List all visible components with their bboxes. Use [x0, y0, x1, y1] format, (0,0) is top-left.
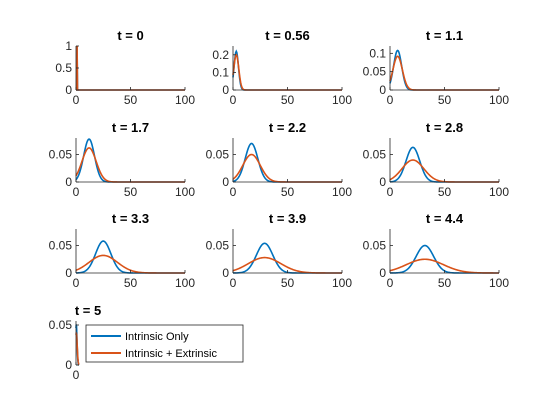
subplot-title: t = 5	[75, 303, 101, 318]
subplot-title: t = 1.1	[426, 28, 463, 43]
x-tick-label: 100	[175, 276, 195, 290]
x-tick-label: 0	[73, 185, 80, 199]
y-tick-label: 0	[222, 83, 229, 97]
subplot-9: t = 4.4 0 0.05 0 50 100	[363, 211, 510, 290]
x-tick-label: 0	[230, 93, 237, 107]
legend-box	[85, 324, 244, 363]
y-tick-label: 0	[222, 266, 229, 280]
y-tick-label: 0.2	[212, 48, 229, 62]
x-tick-label: 50	[281, 93, 295, 107]
subplot-title: t = 1.7	[112, 120, 149, 135]
y-tick-label: 0.05	[49, 318, 73, 332]
subplot-title: t = 3.9	[269, 211, 306, 226]
subplot-title: t = 4.4	[426, 211, 464, 226]
y-tick-label: 0.05	[363, 239, 387, 253]
x-tick-label: 50	[281, 276, 295, 290]
series-line-intrinsic-extrinsic	[232, 153, 342, 183]
subplot-title: t = 2.2	[269, 120, 306, 135]
subplot-7: t = 3.3 0 0.05 0 50 100	[49, 211, 196, 290]
y-tick-label: 0	[65, 358, 72, 372]
series-line-intrinsic-only	[232, 142, 342, 183]
legend: Intrinsic Only Intrinsic + Extrinsic	[85, 324, 244, 363]
x-tick-label: 100	[489, 185, 509, 199]
series-line-intrinsic-only	[75, 138, 185, 183]
x-tick-label: 50	[124, 185, 138, 199]
series-line-intrinsic-extrinsic	[389, 159, 499, 183]
x-tick-label: 100	[175, 185, 195, 199]
x-tick-label: 0	[387, 276, 394, 290]
y-tick-label: 0	[379, 83, 386, 97]
subplot-title: t = 0	[117, 28, 143, 43]
series-line-intrinsic-only	[233, 242, 342, 274]
y-tick-label: 0.05	[49, 239, 73, 253]
y-tick-label: 0	[379, 175, 386, 189]
subplot-6: t = 2.8 0 0.05 0 50 100	[363, 120, 510, 199]
y-tick-label: 0.05	[206, 239, 230, 253]
x-tick-label: 100	[332, 93, 352, 107]
x-tick-label: 100	[489, 93, 509, 107]
y-tick-label: 0.5	[55, 61, 72, 75]
subplot-4: t = 1.7 0 0.05 0 50 100	[49, 120, 196, 199]
x-tick-label: 0	[387, 185, 394, 199]
series-line-intrinsic-extrinsic	[75, 45, 185, 91]
x-tick-label: 100	[332, 185, 352, 199]
y-tick-label: 0.05	[206, 148, 230, 162]
series-line-intrinsic-only	[75, 45, 185, 91]
x-tick-label: 50	[281, 185, 295, 199]
x-tick-label: 100	[489, 276, 509, 290]
subplot-title: t = 3.3	[112, 211, 149, 226]
subplot-title: t = 0.56	[265, 28, 309, 43]
series-line-intrinsic-only	[232, 49, 342, 91]
subplot-8: t = 3.9 0 0.05 0 50 100	[206, 211, 353, 290]
y-tick-label: 0.1	[369, 46, 386, 60]
y-tick-label: 0.1	[212, 65, 229, 79]
y-tick-label: 0	[222, 175, 229, 189]
x-tick-label: 50	[124, 93, 138, 107]
x-tick-label: 100	[175, 93, 195, 107]
legend-label-intrinsic-extrinsic: Intrinsic + Extrinsic	[125, 348, 217, 360]
x-tick-label: 0	[73, 93, 80, 107]
y-tick-label: 0.05	[363, 148, 387, 162]
y-tick-label: 0	[65, 83, 72, 97]
series-line-intrinsic-extrinsic	[389, 55, 499, 91]
series-line-intrinsic-only	[75, 240, 185, 274]
series-line-intrinsic-extrinsic	[75, 332, 80, 366]
y-tick-label: 1	[65, 39, 72, 53]
x-tick-label: 0	[230, 276, 237, 290]
x-tick-label: 50	[438, 276, 452, 290]
x-tick-label: 50	[438, 185, 452, 199]
y-tick-label: 0	[65, 175, 72, 189]
subplot-title: t = 2.8	[426, 120, 463, 135]
x-tick-label: 50	[438, 93, 452, 107]
y-tick-label: 0.05	[49, 148, 73, 162]
y-tick-label: 0	[65, 266, 72, 280]
x-tick-label: 0	[73, 276, 80, 290]
x-tick-label: 0	[387, 93, 394, 107]
x-tick-label: 0	[230, 185, 237, 199]
subplot-1: t = 0 0 0.5 1 0 50 100	[55, 28, 195, 107]
x-tick-label: 0	[73, 368, 80, 382]
series-line-intrinsic-extrinsic	[75, 147, 185, 183]
legend-label-intrinsic-only: Intrinsic Only	[125, 331, 189, 343]
subplot-10: t = 5 0 0.05 0	[49, 303, 102, 382]
series-line-intrinsic-extrinsic	[232, 53, 342, 91]
x-tick-label: 100	[332, 276, 352, 290]
y-tick-label: 0.05	[363, 65, 387, 79]
y-tick-label: 0	[379, 266, 386, 280]
subplot-3: t = 1.100.050.10 50 100	[363, 28, 510, 107]
subplot-5: t = 2.2 0 0.05 0 50 100	[206, 120, 353, 199]
series-line-intrinsic-only	[390, 244, 499, 274]
x-tick-label: 50	[124, 276, 138, 290]
